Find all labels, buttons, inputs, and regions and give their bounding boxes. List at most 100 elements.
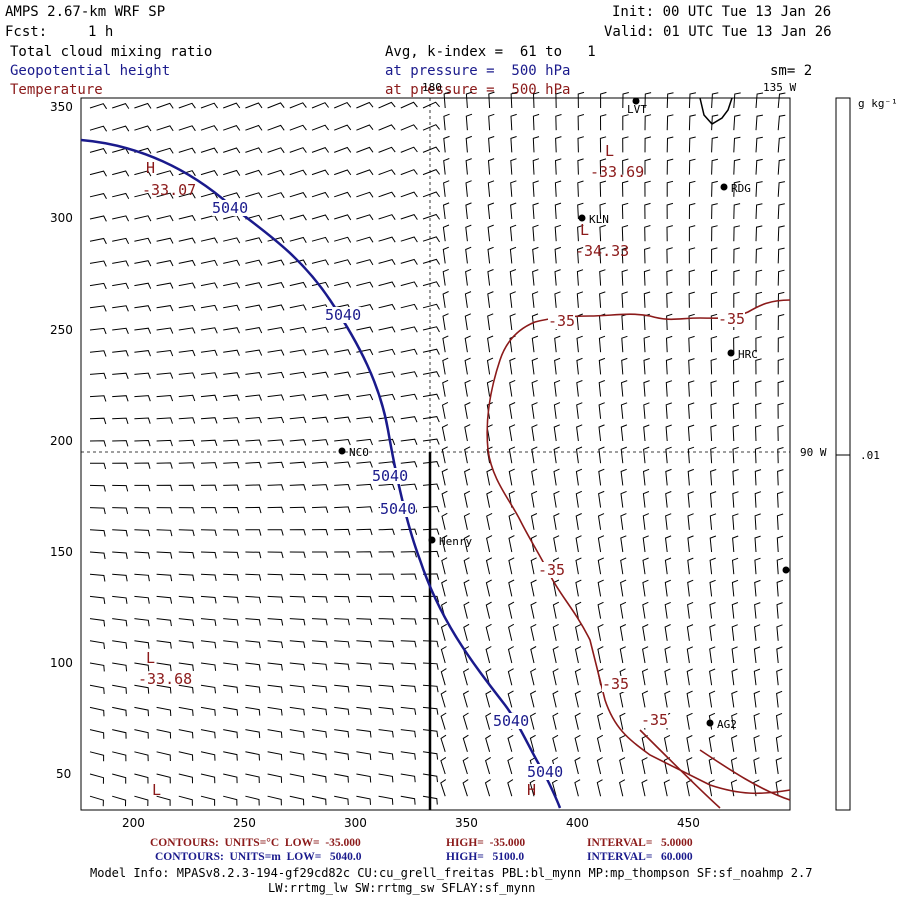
wind-barb bbox=[553, 513, 560, 530]
wind-barb bbox=[200, 394, 218, 402]
station-ag2-dot bbox=[706, 719, 714, 727]
wind-barb bbox=[334, 506, 351, 513]
fcst-label: Fcst: bbox=[5, 24, 48, 40]
wind-barb bbox=[134, 192, 152, 199]
wind-barb bbox=[710, 336, 718, 353]
wind-barb bbox=[665, 491, 672, 508]
wind-barb bbox=[574, 757, 581, 775]
wind-barb bbox=[709, 513, 717, 530]
wind-barb bbox=[709, 491, 717, 508]
wind-barb bbox=[732, 513, 739, 530]
wind-barb bbox=[378, 303, 396, 311]
wind-barb bbox=[378, 348, 396, 356]
wind-barb bbox=[622, 114, 629, 131]
wind-barb bbox=[334, 438, 351, 446]
wind-barb bbox=[334, 371, 351, 378]
wind-barb bbox=[507, 779, 514, 797]
colorbar-unit: g kg⁻¹ bbox=[858, 97, 898, 110]
wind-barb bbox=[156, 102, 174, 109]
wind-barb bbox=[289, 214, 307, 221]
wind-barb bbox=[356, 483, 373, 491]
wind-barb bbox=[200, 327, 218, 334]
wind-barb bbox=[245, 394, 262, 401]
wind-barb bbox=[464, 424, 471, 442]
wind-barb bbox=[356, 416, 374, 423]
wind-barb bbox=[311, 729, 327, 738]
wind-barb bbox=[552, 601, 560, 619]
wind-barb bbox=[223, 795, 238, 806]
wind-barb bbox=[485, 579, 492, 597]
wind-barb bbox=[112, 529, 128, 537]
wind-barb bbox=[686, 757, 693, 775]
wind-barb bbox=[267, 595, 284, 604]
wind-barb bbox=[422, 751, 439, 760]
wind-barb bbox=[753, 712, 760, 730]
wind-barb bbox=[223, 573, 239, 581]
wind-barb bbox=[552, 690, 559, 708]
wind-barb bbox=[531, 357, 538, 375]
temp-contour-info-c: INTERVAL= 5.0000 bbox=[587, 837, 693, 849]
wind-barb bbox=[267, 214, 285, 221]
wind-barb bbox=[267, 529, 284, 536]
wind-barb bbox=[443, 135, 450, 153]
wind-barb bbox=[245, 214, 263, 221]
wind-barb bbox=[576, 424, 583, 442]
fcst-value: 1 h bbox=[88, 24, 114, 40]
wind-barb bbox=[599, 224, 606, 242]
wind-barb bbox=[465, 224, 472, 242]
wind-barb bbox=[422, 550, 440, 558]
wind-barb bbox=[223, 684, 239, 694]
wind-barb bbox=[400, 191, 418, 198]
wind-barb bbox=[289, 169, 307, 176]
wind-barb bbox=[156, 662, 172, 672]
wind-barb bbox=[245, 416, 262, 424]
wind-barb bbox=[642, 491, 650, 508]
wind-barb bbox=[510, 180, 517, 197]
wind-barb bbox=[598, 490, 605, 508]
wind-barb bbox=[529, 779, 536, 797]
wind-barb bbox=[223, 551, 240, 559]
wind-barb bbox=[267, 282, 285, 289]
wind-barb bbox=[156, 147, 174, 154]
wind-barb bbox=[508, 535, 515, 553]
wind-barb bbox=[156, 417, 173, 424]
wind-barb bbox=[223, 461, 240, 469]
wind-barb bbox=[755, 336, 762, 353]
wind-barb bbox=[665, 424, 672, 442]
wind-barb bbox=[112, 640, 128, 649]
wind-barb bbox=[134, 729, 149, 739]
wind-barb bbox=[245, 529, 262, 536]
wind-barb bbox=[509, 313, 516, 331]
model-title: AMPS 2.67-km WRF SP bbox=[5, 4, 166, 20]
wind-barb bbox=[356, 662, 372, 671]
wind-barb bbox=[334, 281, 352, 288]
wind-barb bbox=[134, 529, 151, 537]
wind-barb bbox=[644, 202, 651, 220]
wind-barb bbox=[622, 136, 629, 153]
wind-barb bbox=[465, 135, 472, 153]
wind-barb bbox=[289, 192, 307, 198]
wind-barb bbox=[597, 601, 604, 619]
wind-barb bbox=[509, 246, 517, 264]
wind-barb bbox=[89, 125, 108, 132]
wind-barb bbox=[89, 327, 107, 335]
wind-barb bbox=[733, 203, 741, 220]
wind-barb bbox=[664, 557, 672, 575]
wind-barb bbox=[508, 424, 516, 442]
wind-barb bbox=[178, 507, 195, 514]
wind-barb bbox=[311, 371, 329, 378]
wind-barb bbox=[777, 203, 785, 220]
wind-barb bbox=[400, 258, 418, 265]
wind-barb bbox=[555, 91, 562, 109]
wind-barb bbox=[201, 507, 218, 514]
wind-barb bbox=[178, 751, 194, 761]
wind-barb bbox=[156, 529, 173, 537]
wind-barb bbox=[488, 136, 495, 153]
wind-barb bbox=[156, 439, 173, 447]
wind-barb bbox=[178, 595, 195, 604]
wind-barb bbox=[223, 102, 241, 109]
wind-barb bbox=[442, 291, 449, 308]
wind-barb bbox=[267, 706, 283, 716]
height-label: 5040 bbox=[325, 306, 362, 324]
wind-barb bbox=[112, 372, 129, 379]
